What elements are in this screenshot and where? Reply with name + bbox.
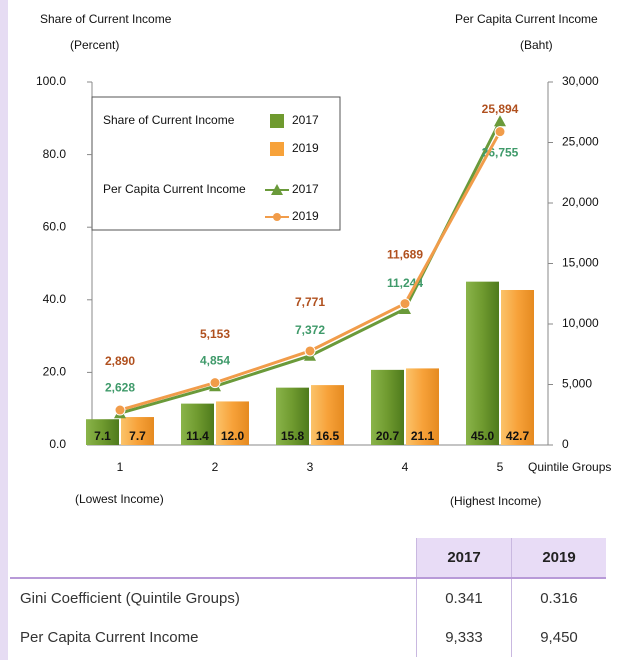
header-cell bbox=[10, 538, 417, 579]
y-tick-label: 60.0 bbox=[43, 219, 67, 233]
table-row: Per Capita Current Income 9,333 9,450 bbox=[10, 618, 606, 657]
y2-tick-label: 0 bbox=[562, 437, 569, 451]
marker bbox=[494, 126, 506, 138]
table-row: Gini Coefficient (Quintile Groups) 0.341… bbox=[10, 578, 606, 618]
y2-axis-title: Per Capita Current Income bbox=[455, 12, 598, 26]
y2-axis-unit: (Baht) bbox=[520, 38, 553, 52]
line-value-label: 7,771 bbox=[295, 295, 325, 309]
line-value-label: 25,894 bbox=[482, 102, 519, 116]
bar-value-label: 12.0 bbox=[221, 429, 245, 443]
legend-swatch bbox=[270, 142, 284, 156]
marker bbox=[209, 377, 221, 389]
y-tick-label: 80.0 bbox=[43, 147, 67, 161]
line-value-label: 5,153 bbox=[200, 327, 230, 341]
x-axis-title: Quintile Groups bbox=[528, 460, 611, 474]
x-tick-label: 4 bbox=[402, 460, 409, 474]
legend-marker bbox=[271, 184, 283, 195]
bar-value-label: 20.7 bbox=[376, 429, 400, 443]
side-stripe bbox=[0, 0, 8, 660]
line-value-label: 7,372 bbox=[295, 323, 325, 337]
y-tick-label: 20.0 bbox=[43, 365, 67, 379]
marker bbox=[399, 298, 411, 310]
marker bbox=[494, 115, 506, 127]
y-tick-label: 0.0 bbox=[49, 437, 66, 451]
line-value-label: 4,854 bbox=[200, 353, 230, 367]
y2-tick-label: 5,000 bbox=[562, 377, 592, 391]
bar-value-label: 42.7 bbox=[506, 429, 530, 443]
y-axis-title: Share of Current Income bbox=[40, 12, 172, 26]
table-header: 2017 2019 bbox=[10, 538, 606, 579]
bar bbox=[276, 387, 309, 445]
bar bbox=[311, 385, 344, 445]
y-axis-unit: (Percent) bbox=[70, 38, 119, 52]
y-tick-label: 40.0 bbox=[43, 292, 67, 306]
y2-tick-label: 30,000 bbox=[562, 74, 599, 88]
bar-value-label: 7.7 bbox=[129, 429, 146, 443]
x-tick-label: 2 bbox=[212, 460, 219, 474]
bar-value-label: 21.1 bbox=[411, 429, 435, 443]
cell: 9,333 bbox=[416, 618, 512, 657]
header-cell: 2017 bbox=[416, 538, 512, 579]
bar bbox=[406, 368, 439, 445]
summary-table: 2017 2019 Gini Coefficient (Quintile Gro… bbox=[10, 538, 606, 657]
line-value-label: 2,890 bbox=[105, 354, 135, 368]
marker bbox=[304, 345, 316, 357]
legend-label: 2019 bbox=[292, 141, 319, 155]
y2-tick-label: 10,000 bbox=[562, 316, 599, 330]
legend-group-title: Per Capita Current Income bbox=[103, 182, 246, 196]
legend-group-title: Share of Current Income bbox=[103, 113, 235, 127]
header-cell: 2019 bbox=[511, 538, 606, 579]
cell: 9,450 bbox=[511, 618, 606, 657]
bar-value-label: 15.8 bbox=[281, 429, 305, 443]
bar-value-label: 7.1 bbox=[94, 429, 111, 443]
line-value-label: 11,689 bbox=[387, 248, 423, 262]
y2-tick-label: 25,000 bbox=[562, 135, 599, 149]
x-tick-label: 5 bbox=[497, 460, 504, 474]
cell: 0.316 bbox=[511, 578, 606, 618]
bar bbox=[466, 281, 499, 445]
cell: 0.341 bbox=[416, 578, 512, 618]
chart: Share of Current Income (Percent) Per Ca… bbox=[36, 12, 611, 508]
bar bbox=[181, 403, 214, 445]
bar bbox=[501, 289, 534, 445]
line-value-label: 2,628 bbox=[105, 380, 135, 394]
bar-value-label: 11.4 bbox=[186, 429, 209, 443]
x-note: (Highest Income) bbox=[450, 494, 541, 508]
row-label: Gini Coefficient (Quintile Groups) bbox=[20, 590, 240, 607]
legend-box bbox=[91, 96, 341, 231]
y-tick-label: 100.0 bbox=[36, 74, 66, 88]
bar-value-label: 45.0 bbox=[471, 429, 495, 443]
legend-label: 2017 bbox=[292, 113, 319, 127]
bar bbox=[121, 417, 154, 445]
y2-tick-label: 20,000 bbox=[562, 195, 599, 209]
x-tick-label: 3 bbox=[307, 460, 314, 474]
bar bbox=[371, 369, 404, 445]
x-tick-label: 1 bbox=[117, 460, 124, 474]
legend-label: 2017 bbox=[292, 182, 319, 196]
marker bbox=[114, 404, 126, 416]
legend-swatch bbox=[270, 114, 284, 128]
row-label: Per Capita Current Income bbox=[20, 629, 199, 646]
y2-tick-label: 15,000 bbox=[562, 256, 599, 270]
x-note: (Lowest Income) bbox=[75, 492, 164, 506]
bar bbox=[86, 419, 119, 445]
bar-value-label: 16.5 bbox=[316, 429, 340, 443]
bar bbox=[216, 401, 249, 445]
legend-marker bbox=[273, 213, 281, 221]
legend-label: 2019 bbox=[292, 209, 319, 223]
